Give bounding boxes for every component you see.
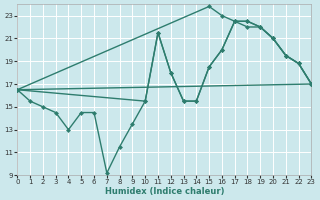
X-axis label: Humidex (Indice chaleur): Humidex (Indice chaleur) bbox=[105, 187, 224, 196]
